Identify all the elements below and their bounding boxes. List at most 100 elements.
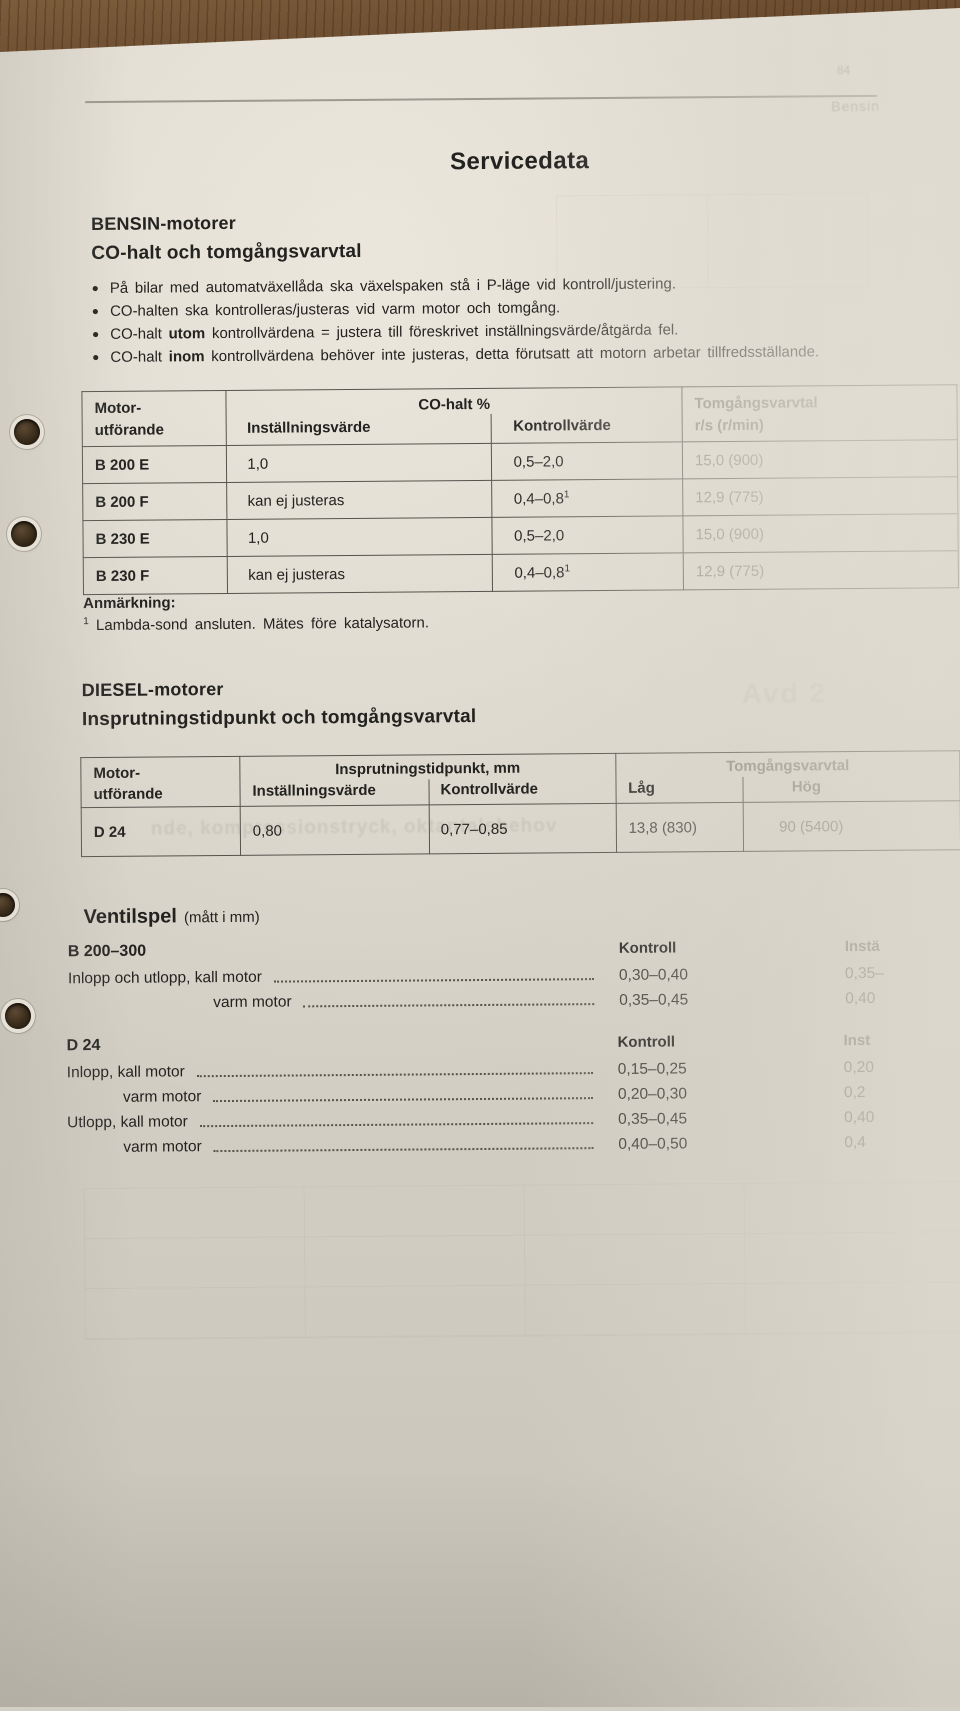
co-idle-value: 12,9 (775) [683,550,959,590]
valve-group: B 200–300 Kontroll Instä Inlopp och utlopp,… [68,936,960,1020]
co-model: B 200 F [82,482,228,521]
bensin-subheading: CO-halt och tomgångsvarvtal [91,240,362,265]
punch-hole [14,419,40,445]
diesel-heading: DIESEL-motorer [81,679,224,701]
valve-row-line: Inlopp, kall motor [67,1060,599,1082]
valve-install-value: 0,40 [844,1108,875,1127]
valve-row-label: Inlopp och utlopp, kall motor [67,968,262,988]
valve-group-title: B 200–300 [67,942,147,961]
co-model: B 200 E [82,445,227,484]
valve-install-value: 0,35– [844,964,884,983]
valve-group: D 24 Kontroll Inst Inlopp, kall motor 0,15–0… [66,1030,960,1164]
co-kontroll-value: 0,4–0,81 [491,552,684,592]
diesel-col-install: Inställningsvärde [239,779,430,807]
diesel-col-motor-line1: Motor- [93,764,141,783]
note-heading: Anmärkning: [83,594,176,613]
valve-row-line: varm motor [67,1085,599,1107]
footnote-marker: 1 [563,488,570,500]
diesel-idle-high-value: 90 (5400) [743,800,960,852]
co-col-idle: Tomgångsvarvtal r/s (r/min) [681,384,958,442]
valve-heading: Ventilspel (mått i mm) [83,905,259,929]
valve-row-line: varm motor [68,991,600,1013]
valve-clearance-section: Ventilspel (mått i mm) B 200–300 Kontroll I… [65,899,960,1186]
bleedthrough-text: Avd 2 [741,677,828,709]
co-col-idle-line2: r/s (r/min) [694,416,764,435]
valve-kontroll-value: 0,40–0,50 [618,1135,688,1153]
diesel-group-injection: Insprutningstidpunkt, mm [239,753,616,781]
co-col-motor-line1: Motor- [94,399,142,418]
valve-row-label: varm motor [123,1138,202,1156]
valve-kontroll-value: 0,15–0,25 [617,1060,687,1078]
co-kontroll-value: 0,4–0,81 [491,478,683,518]
diesel-col-hog: Hög [743,775,960,803]
dotted-leader [199,1122,594,1128]
co-model: B 230 F [83,556,228,595]
note-text-body: Lambda-sond ansluten. Mätes före katalys… [88,614,430,635]
co-col-motor: Motor- utförande [81,390,227,447]
valve-install-value: 0,40 [845,989,876,1008]
co-model: B 230 E [82,519,228,558]
header-rule [85,94,878,104]
co-install-value: kan ej justeras [227,554,493,594]
page-title: Servicedata [449,147,590,176]
bullet-marker: ● [92,349,100,365]
diesel-kontroll-value: 0,77–0,85 [429,803,617,854]
co-col-kontroll: Kontrollvärde [490,412,683,444]
valve-row-label: varm motor [213,993,292,1012]
valve-row-line: Inlopp och utlopp, kall motor [68,966,600,988]
valve-install-header: Inst [843,1031,871,1050]
bensin-heading: BENSIN-motorer [91,212,236,235]
diesel-model: D 24 [81,806,241,857]
bullet-text: På bilar med automatväxellåda ska växels… [109,275,677,297]
diesel-col-motor: Motor- utförande [80,756,241,808]
co-idle-value: 15,0 (900) [682,513,959,553]
punch-hole [11,521,37,547]
dotted-leader [196,1072,593,1078]
dotted-leader [213,1147,594,1153]
diesel-install-value: 0,80 [240,804,430,856]
co-install-value: 1,0 [227,517,492,557]
valve-kontroll-value: 0,20–0,30 [617,1085,687,1103]
corner-page-number: 84 [836,63,851,78]
corner-section-label: Bensin [831,97,881,115]
dotted-leader [273,978,595,983]
valve-row-label: Utlopp, kall motor [67,1113,188,1132]
bullet-marker: ● [91,303,100,319]
valve-install-value: 0,4 [844,1133,866,1152]
valve-heading-unit: (mått i mm) [183,908,260,927]
co-kontroll-value: 0,5–2,0 [490,441,683,481]
co-col-idle-line1: Tomgångsvarvtal [694,394,818,413]
valve-install-header: Instä [844,937,880,956]
co-install-value: kan ej justeras [226,480,492,520]
valve-install-value: 0,2 [843,1083,866,1102]
footnote-marker: 1 [564,562,571,574]
dotted-leader [213,1097,593,1103]
co-idle-value: 12,9 (775) [682,476,958,516]
co-col-motor-line2: utförande [94,421,164,440]
valve-kontroll-header: Kontroll [617,1033,676,1051]
valve-row-line: varm motor [67,1135,599,1157]
valve-kontroll-value: 0,30–0,40 [618,966,689,984]
co-install-value: 1,0 [226,443,492,483]
co-table: Motor- utförande CO-halt % Tomgångsvarvt… [81,384,959,595]
diesel-idle-low-value: 13,8 (830) [615,802,744,853]
co-group-header: CO-halt % [226,386,683,417]
diesel-table: Motor- utförande Insprutningstidpunkt, m… [80,750,960,857]
valve-group-title: D 24 [66,1036,101,1055]
bensin-bullets: ● På bilar med automatväxellåda ska växel… [92,270,959,369]
punch-hole [5,1003,31,1029]
diesel-col-motor-line2: utförande [93,785,163,804]
bullet-marker: ● [91,280,99,296]
bullet-marker: ● [91,326,100,342]
diesel-group-idle: Tomgångsvarvtal [615,750,960,778]
valve-kontroll-value: 0,35–0,45 [618,1110,688,1128]
valve-row-label: varm motor [122,1088,202,1106]
bullet-text: CO-halt inom kontrollvärdena behöver int… [110,343,820,366]
valve-kontroll-value: 0,35–0,45 [619,991,689,1009]
bleedthrough-grid [83,1181,960,1341]
co-idle-value: 15,0 (900) [682,439,958,479]
valve-heading-title: Ventilspel [83,905,177,929]
